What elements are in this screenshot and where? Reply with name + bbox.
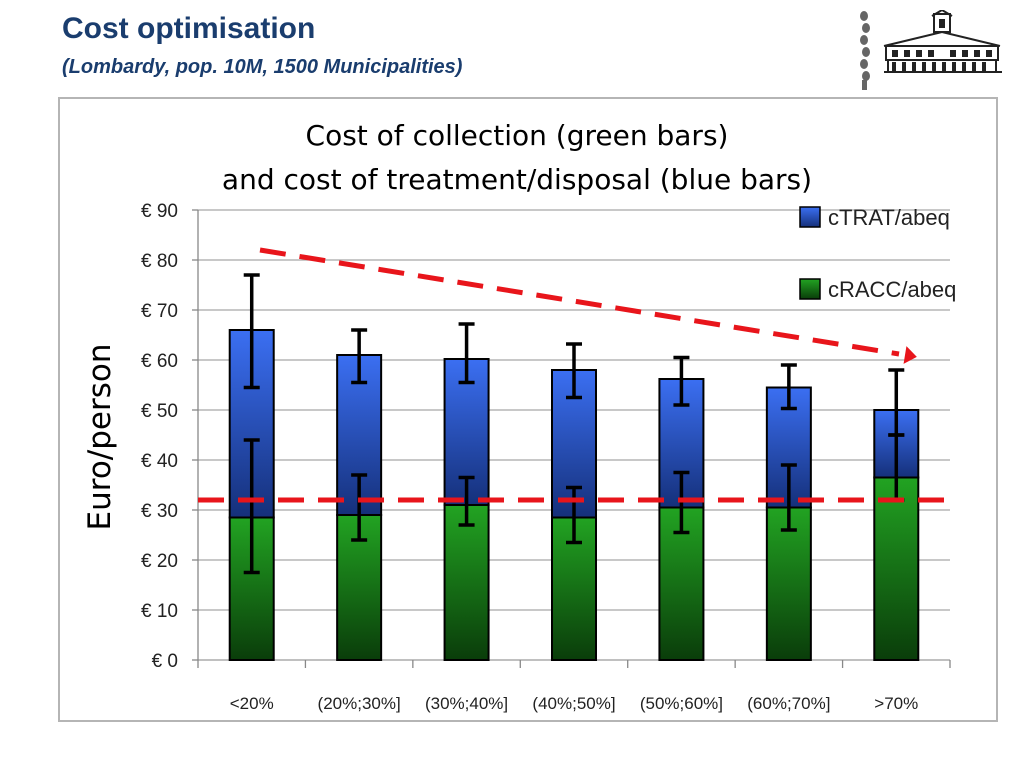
- y-axis-label: Euro/person: [82, 344, 118, 531]
- category-label: (20%;30%]: [318, 694, 401, 713]
- y-tick-label: € 10: [141, 601, 178, 622]
- legend-label: cTRAT/abeq: [828, 205, 950, 230]
- category-label: (30%;40%]: [425, 694, 508, 713]
- y-tick-label: € 60: [141, 351, 178, 372]
- error-bars: [243, 273, 905, 575]
- y-tick-label: € 50: [141, 401, 178, 422]
- y-tick-label: € 70: [141, 301, 178, 322]
- building-logo-icon: [854, 8, 1020, 92]
- category-label: (40%;50%]: [532, 694, 615, 713]
- category-label: (60%;70%]: [747, 694, 830, 713]
- legend-label: cRACC/abeq: [828, 277, 956, 302]
- annotations: [198, 247, 950, 503]
- bar-collection: [443, 504, 490, 661]
- trend-dashed-arrow: [259, 247, 900, 357]
- slide-title: Cost optimisation: [62, 12, 316, 45]
- y-tick-label: € 20: [141, 551, 178, 572]
- y-tick-label: € 30: [141, 501, 178, 522]
- chart-title-line-1: Cost of collection (green bars): [306, 119, 729, 152]
- legend: cTRAT/abeq cRACC/abeq: [799, 205, 956, 302]
- y-tick-label: € 40: [141, 451, 178, 472]
- legend-swatch: [799, 206, 821, 228]
- slide-subtitle: (Lombardy, pop. 10M, 1500 Municipalities…: [62, 56, 463, 78]
- y-tick-label: € 90: [141, 201, 178, 222]
- stacked-bar-chart: Cost of collection (green bars) and cost…: [82, 119, 956, 713]
- trend-arrowhead-icon: [903, 346, 917, 364]
- category-labels: <20% (20%;30%] (30%;40%] (40%;50%] (50%;60%]…: [230, 694, 919, 713]
- chart-title-line-2: and cost of treatment/disposal (blue bar…: [222, 163, 812, 196]
- category-label: (50%;60%]: [640, 694, 723, 713]
- y-tick-labels: € 0 € 10 € 20 € 30 € 40 € 50 € 60 € 70 € 80 € 90: [141, 201, 178, 672]
- category-label: <20%: [230, 694, 274, 713]
- chart-frame: Cost of collection (green bars) and cost…: [58, 97, 998, 722]
- bar-collection: [765, 506, 812, 661]
- y-tick-label: € 80: [141, 251, 178, 272]
- bar-collection: [873, 476, 920, 661]
- category-label: >70%: [874, 694, 918, 713]
- legend-swatch: [799, 278, 821, 300]
- y-tick-label: € 0: [152, 651, 178, 672]
